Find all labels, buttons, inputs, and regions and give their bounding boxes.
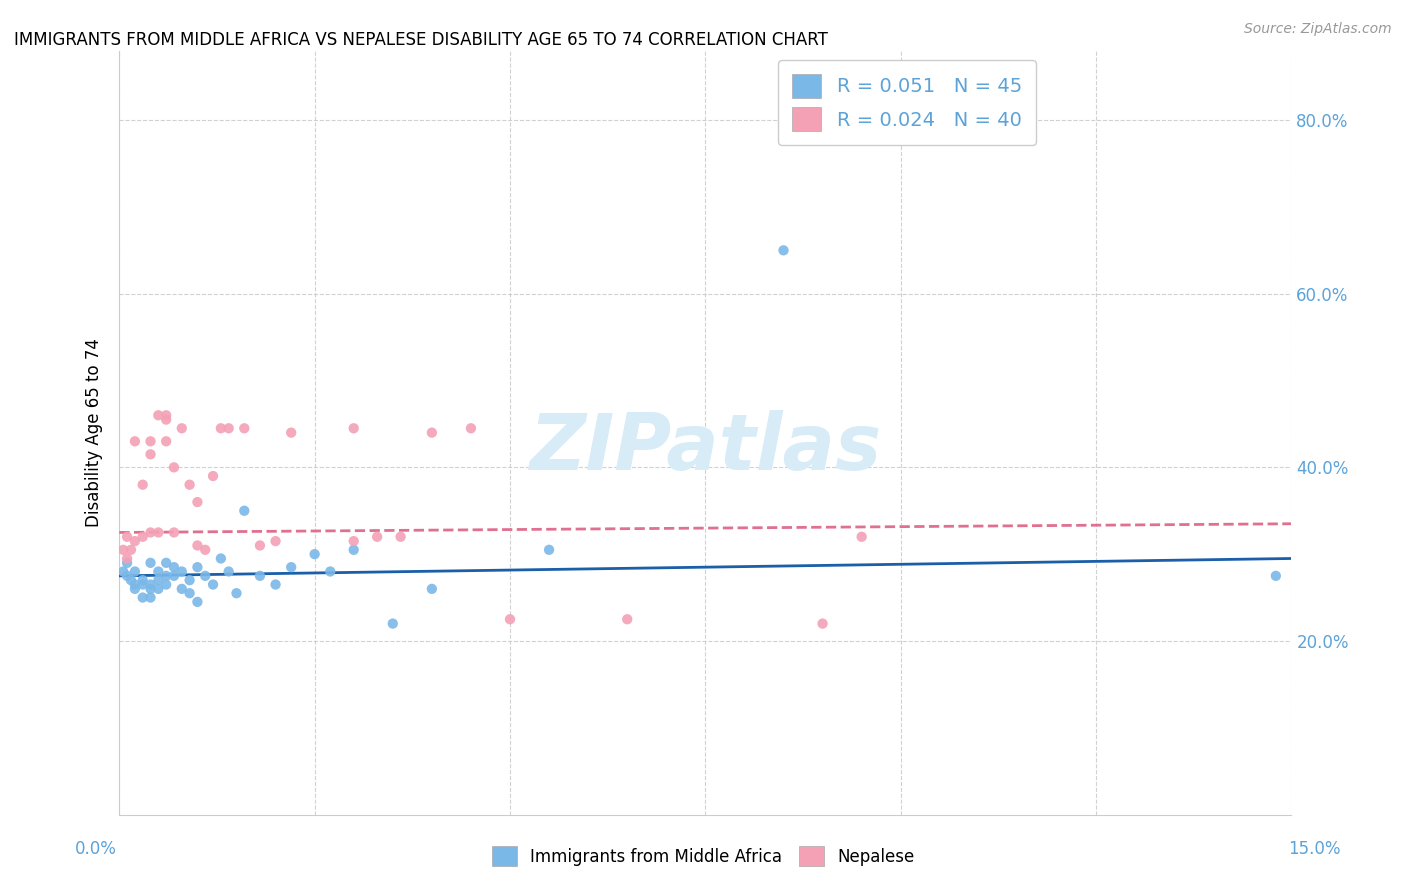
Point [120,573,142,587]
Point [249,539,271,553]
Point [124,565,146,579]
Point [343,534,366,549]
Point [112,565,135,579]
Point [163,569,186,583]
Point [343,421,366,435]
Point [124,434,146,449]
Point [225,586,247,600]
Point [139,591,162,605]
Point [460,421,482,435]
Point [538,542,561,557]
Point [132,477,155,491]
Point [124,577,146,591]
Point [811,616,834,631]
Point [170,421,193,435]
Point [186,560,208,574]
Point [772,244,794,258]
Point [319,565,342,579]
Text: Source: ZipAtlas.com: Source: ZipAtlas.com [1244,22,1392,37]
Point [280,425,302,440]
Y-axis label: Disability Age 65 to 74: Disability Age 65 to 74 [86,338,103,527]
Point [202,469,225,483]
Point [132,591,155,605]
Point [148,525,170,540]
Legend: R = 0.051   N = 45, R = 0.024   N = 40: R = 0.051 N = 45, R = 0.024 N = 40 [779,61,1036,145]
Point [233,504,256,518]
Point [264,577,287,591]
Point [155,556,177,570]
Point [233,421,256,435]
Point [194,542,217,557]
Point [1264,569,1286,583]
Point [139,582,162,596]
Point [155,577,177,591]
Point [194,569,217,583]
Point [186,539,208,553]
Point [139,447,162,461]
Point [115,556,138,570]
Point [132,530,155,544]
Point [163,560,186,574]
Point [170,582,193,596]
Point [186,495,208,509]
Point [155,412,177,426]
Point [124,582,146,596]
Point [155,569,177,583]
Text: 15.0%: 15.0% [1288,840,1341,858]
Point [209,551,232,566]
Point [186,595,208,609]
Point [163,460,186,475]
Point [148,573,170,587]
Point [112,542,135,557]
Point [218,565,240,579]
Point [148,582,170,596]
Point [132,573,155,587]
Text: IMMIGRANTS FROM MIDDLE AFRICA VS NEPALESE DISABILITY AGE 65 TO 74 CORRELATION CH: IMMIGRANTS FROM MIDDLE AFRICA VS NEPALES… [14,31,828,49]
Point [499,612,522,626]
Point [179,573,201,587]
Legend: Immigrants from Middle Africa, Nepalese: Immigrants from Middle Africa, Nepalese [484,838,922,875]
Point [139,434,162,449]
Point [304,547,326,561]
Point [139,556,162,570]
Point [115,530,138,544]
Point [202,577,225,591]
Point [343,542,366,557]
Point [420,425,443,440]
Point [366,530,388,544]
Point [155,434,177,449]
Point [209,421,232,435]
Point [124,534,146,549]
Point [115,569,138,583]
Point [170,565,193,579]
Point [132,577,155,591]
Point [616,612,638,626]
Point [420,582,443,596]
Point [179,477,201,491]
Point [851,530,873,544]
Text: 0.0%: 0.0% [75,840,117,858]
Point [148,565,170,579]
Point [155,409,177,423]
Point [389,530,412,544]
Point [280,560,302,574]
Point [381,616,404,631]
Text: ZIPatlas: ZIPatlas [529,410,882,486]
Point [218,421,240,435]
Point [115,551,138,566]
Point [163,525,186,540]
Point [139,525,162,540]
Point [120,542,142,557]
Point [264,534,287,549]
Point [148,409,170,423]
Point [139,577,162,591]
Point [249,569,271,583]
Point [179,586,201,600]
